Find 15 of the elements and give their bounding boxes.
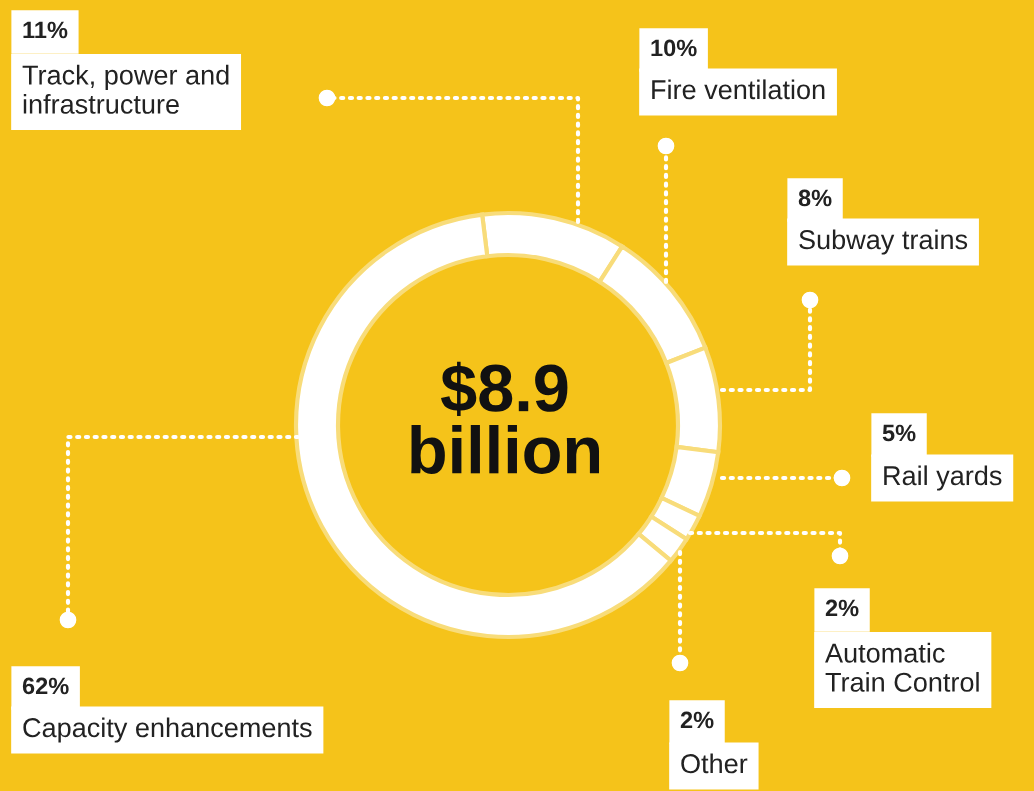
data-label: 2%: [825, 599, 859, 617]
data-label: 11%: [23, 21, 68, 39]
legend-label: Capacity enhancements: [23, 717, 312, 743]
data-label: 62%: [22, 677, 69, 695]
data-label: 2%: [680, 711, 714, 729]
legend-label: Automatic Train Control: [825, 642, 979, 692]
data-label: 5%: [882, 424, 916, 442]
legend-label: Subway trains: [799, 229, 968, 255]
legend-label: Rail yards: [884, 465, 1002, 491]
legend-label: Track, power and infrastructure: [22, 64, 229, 114]
legend-label: Fire ventilation: [652, 79, 825, 100]
text: $8.9 billion: [411, 361, 600, 474]
data-label: 8%: [798, 189, 832, 207]
legend-label: Other: [681, 753, 748, 774]
data-label: 10%: [651, 39, 697, 57]
